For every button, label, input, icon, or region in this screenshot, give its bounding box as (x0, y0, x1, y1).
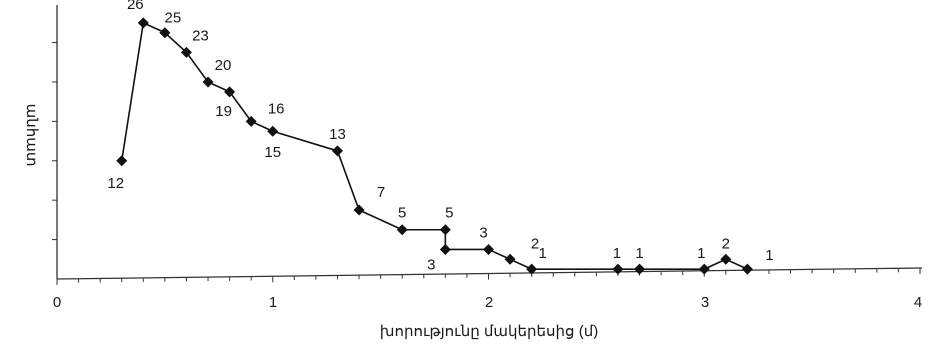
x-axis-line (56, 267, 923, 280)
data-point-marker (698, 263, 710, 275)
data-point-marker (396, 224, 408, 236)
data-label: 2 (531, 235, 539, 252)
data-label: 25 (165, 10, 182, 27)
data-label: 3 (427, 256, 435, 273)
data-label: 23 (192, 27, 209, 44)
data-label: 5 (398, 205, 406, 222)
data-label: 3 (479, 224, 487, 241)
chart-axes (52, 5, 923, 285)
data-point-marker (741, 263, 753, 275)
data-label: 1 (697, 245, 705, 262)
x-tick-label-0: 0 (53, 294, 61, 311)
data-label: 5 (445, 205, 453, 222)
data-point-marker (180, 46, 192, 58)
data-point-marker (439, 224, 451, 236)
data-point-marker (202, 76, 214, 88)
data-label: 20 (215, 57, 232, 74)
x-tick-labels: 0 1 2 3 4 (53, 294, 922, 311)
data-point-marker (116, 155, 128, 167)
data-point-marker (439, 243, 451, 255)
x-tick-label-1: 1 (269, 294, 277, 311)
data-point-marker (483, 243, 494, 255)
data-label: 2 (722, 235, 730, 252)
y-axis-title: անհատ (23, 104, 40, 167)
data-point-marker (331, 145, 343, 157)
data-label: 1 (538, 245, 546, 262)
data-point-marker (267, 125, 279, 137)
data-label: 16 (268, 100, 285, 117)
data-label: 7 (377, 184, 385, 201)
data-label: 1 (613, 245, 621, 262)
data-point-marker (245, 115, 257, 127)
data-point-marker (612, 263, 624, 275)
data-point-marker (137, 17, 149, 29)
x-tick-label-3: 3 (701, 294, 709, 311)
data-point-marker (353, 204, 365, 216)
series-markers (116, 17, 753, 275)
data-label: 13 (329, 126, 346, 143)
x-axis-title: խորությունը մակերեսից (մ) (380, 323, 598, 340)
data-label: 19 (215, 103, 232, 120)
data-point-marker (504, 253, 516, 265)
data-point-marker (159, 27, 171, 39)
x-tick-label-4: 4 (914, 294, 922, 311)
data-point-marker (526, 263, 538, 275)
data-label: 12 (107, 175, 124, 192)
data-point-marker (634, 263, 646, 275)
data-label: 15 (264, 144, 281, 161)
data-point-marker (224, 86, 236, 98)
data-label: 26 (127, 0, 144, 13)
data-point-marker (720, 253, 732, 265)
x-tick-label-2: 2 (485, 294, 493, 311)
data-label: 1 (635, 245, 643, 262)
data-label: 1 (765, 247, 773, 264)
